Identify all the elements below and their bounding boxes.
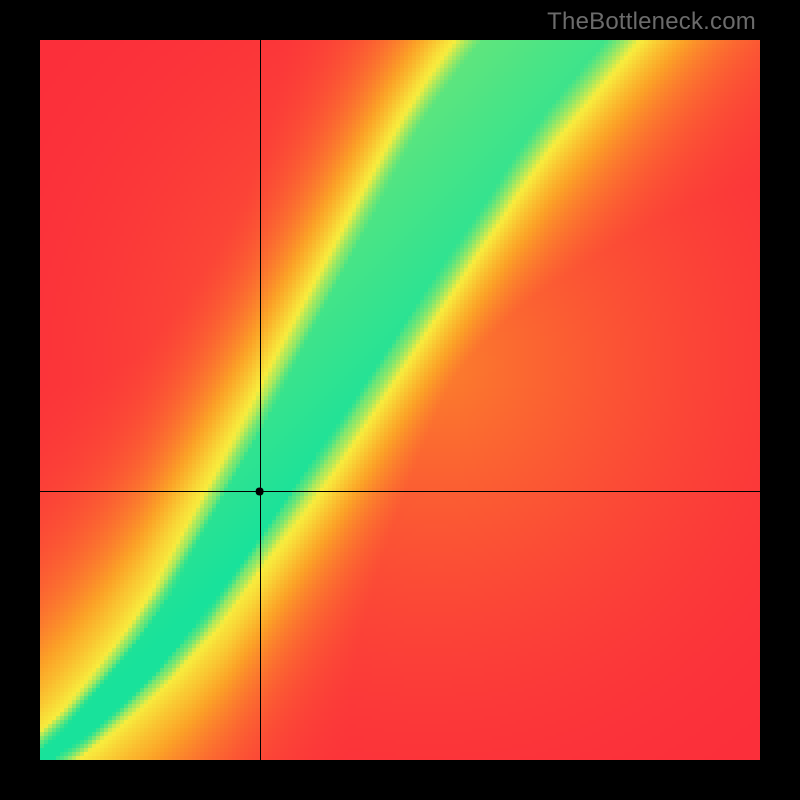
heatmap-plot [40, 40, 760, 760]
heatmap-canvas [40, 40, 760, 760]
chart-frame: TheBottleneck.com [0, 0, 800, 800]
watermark-text: TheBottleneck.com [547, 8, 756, 36]
